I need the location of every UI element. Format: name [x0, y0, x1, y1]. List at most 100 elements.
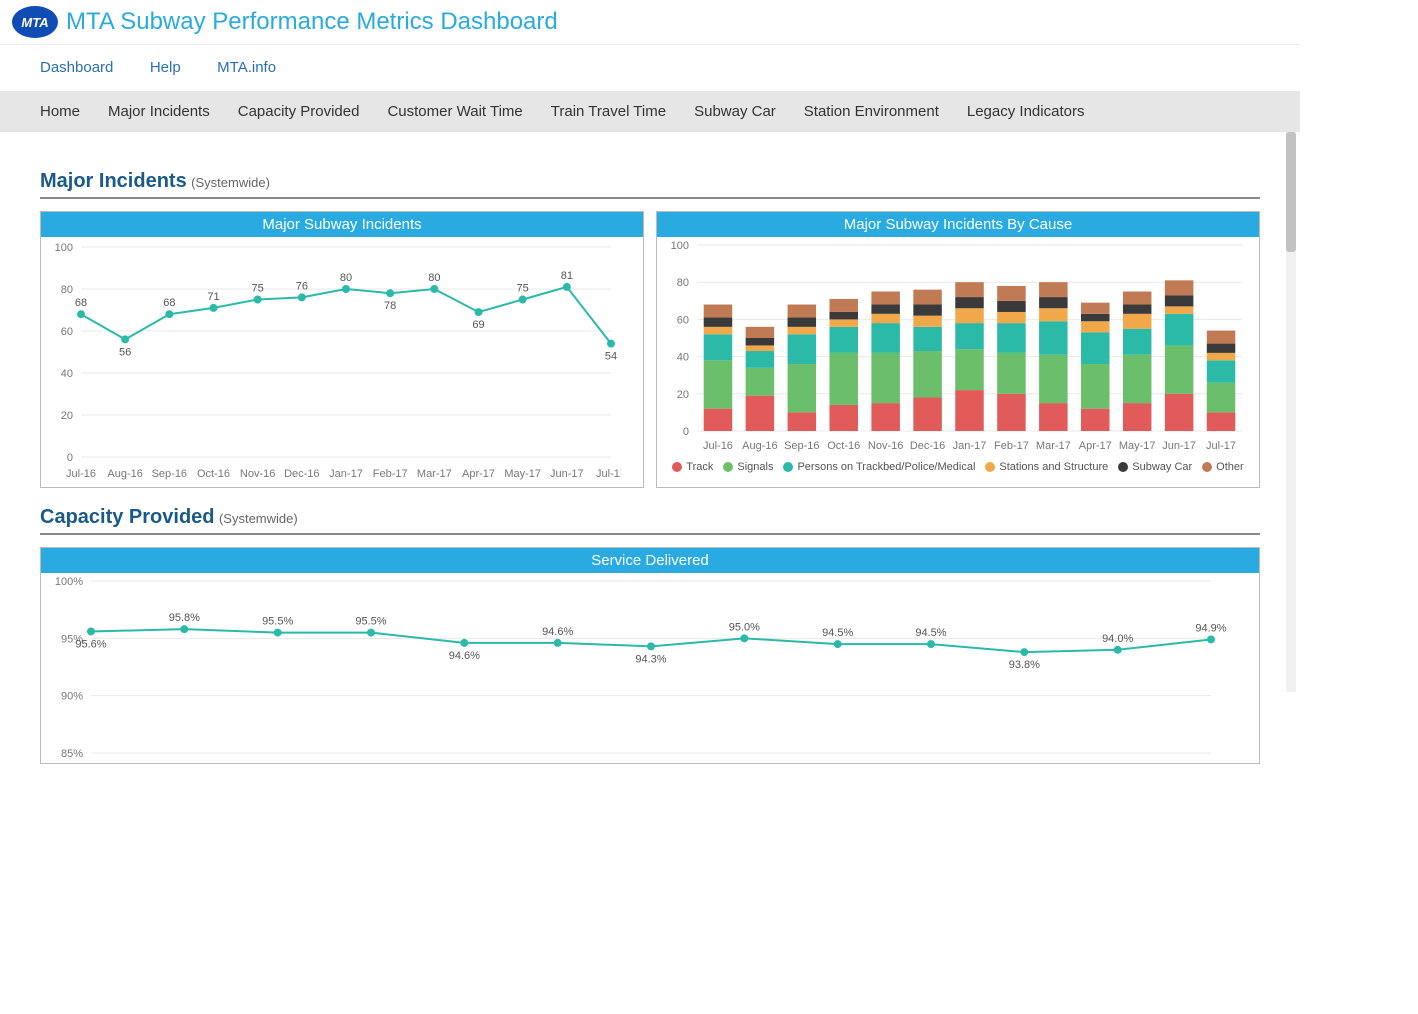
svg-text:20: 20	[61, 410, 73, 422]
svg-text:80: 80	[340, 272, 352, 284]
chart-title: Major Subway Incidents By Cause	[657, 212, 1259, 237]
legend-label: Track	[686, 461, 713, 473]
section-title-text: Major Incidents	[40, 170, 187, 192]
legend-item: Signals	[723, 461, 773, 473]
svg-text:94.5%: 94.5%	[915, 627, 946, 639]
chart-major-incidents: Major Subway Incidents 020406080100Jul-1…	[40, 211, 644, 488]
svg-text:80: 80	[61, 284, 73, 296]
legend-swatch	[1202, 462, 1212, 472]
legend-label: Stations and Structure	[999, 461, 1108, 473]
svg-text:Aug-16: Aug-16	[742, 440, 777, 452]
chart-title: Major Subway Incidents	[41, 212, 643, 237]
header: MTA MTA Subway Performance Metrics Dashb…	[0, 0, 1300, 45]
chart-title: Service Delivered	[41, 548, 1259, 573]
svg-text:95.0%: 95.0%	[729, 621, 760, 633]
section-subtitle-text: (Systemwide)	[219, 511, 298, 526]
svg-text:95.6%: 95.6%	[75, 638, 106, 650]
svg-text:68: 68	[75, 297, 87, 309]
svg-text:Feb-17: Feb-17	[373, 468, 408, 480]
svg-text:69: 69	[472, 319, 484, 331]
svg-text:Aug-16: Aug-16	[107, 468, 142, 480]
svg-text:76: 76	[296, 280, 308, 292]
svg-text:93.8%: 93.8%	[1009, 659, 1040, 671]
legend-item: Other	[1202, 461, 1244, 473]
nav-dashboard[interactable]: Dashboard	[40, 59, 113, 76]
svg-text:Sep-16: Sep-16	[784, 440, 819, 452]
svg-text:Jul-16: Jul-16	[66, 468, 96, 480]
section-capacity-title: Capacity Provided (Systemwide)	[40, 506, 1260, 535]
tab-station-env[interactable]: Station Environment	[804, 103, 939, 120]
svg-text:94.6%: 94.6%	[449, 650, 480, 662]
svg-text:56: 56	[119, 346, 131, 358]
svg-text:94.6%: 94.6%	[542, 626, 573, 638]
svg-text:0: 0	[67, 452, 73, 464]
tab-capacity[interactable]: Capacity Provided	[238, 103, 360, 120]
svg-text:Jun-17: Jun-17	[550, 468, 584, 480]
tab-bar: Home Major Incidents Capacity Provided C…	[0, 91, 1300, 132]
svg-text:May-17: May-17	[1119, 440, 1156, 452]
section-subtitle-text: (Systemwide)	[191, 175, 270, 190]
legend-item: Stations and Structure	[985, 461, 1108, 473]
svg-text:Jul-17: Jul-17	[1206, 440, 1236, 452]
svg-text:75: 75	[252, 283, 264, 295]
svg-text:94.9%: 94.9%	[1195, 622, 1226, 634]
svg-text:81: 81	[561, 270, 573, 282]
legend-item: Persons on Trackbed/Police/Medical	[783, 461, 975, 473]
svg-text:95.5%: 95.5%	[355, 616, 386, 628]
tab-travel-time[interactable]: Train Travel Time	[551, 103, 666, 120]
svg-text:75: 75	[517, 283, 529, 295]
svg-text:20: 20	[677, 389, 689, 401]
tab-major-incidents[interactable]: Major Incidents	[108, 103, 210, 120]
legend-label: Signals	[737, 461, 773, 473]
svg-text:Oct-16: Oct-16	[827, 440, 860, 452]
svg-text:Jan-17: Jan-17	[953, 440, 987, 452]
legend-label: Other	[1216, 461, 1244, 473]
tab-wait-time[interactable]: Customer Wait Time	[387, 103, 522, 120]
svg-text:94.5%: 94.5%	[822, 627, 853, 639]
svg-text:Apr-17: Apr-17	[1079, 440, 1112, 452]
svg-text:80: 80	[677, 277, 689, 289]
svg-text:95.8%: 95.8%	[169, 612, 200, 624]
legend-swatch	[672, 462, 682, 472]
svg-text:94.0%: 94.0%	[1102, 633, 1133, 645]
svg-text:Feb-17: Feb-17	[994, 440, 1029, 452]
chart-legend: Track Signals Persons on Trackbed/Police/M…	[657, 457, 1259, 479]
legend-swatch	[783, 462, 793, 472]
svg-text:Nov-16: Nov-16	[868, 440, 903, 452]
svg-text:Apr-17: Apr-17	[462, 468, 495, 480]
scrollbar-thumb[interactable]	[1286, 132, 1296, 252]
svg-text:90%: 90%	[61, 691, 83, 703]
svg-text:Jun-17: Jun-17	[1162, 440, 1196, 452]
svg-text:100: 100	[671, 240, 689, 252]
svg-text:60: 60	[61, 326, 73, 338]
nav-help[interactable]: Help	[150, 59, 181, 76]
mta-logo: MTA	[12, 6, 58, 38]
tab-home[interactable]: Home	[40, 103, 80, 120]
svg-text:Oct-16: Oct-16	[197, 468, 230, 480]
svg-text:Jul-17: Jul-17	[596, 468, 621, 480]
legend-label: Subway Car	[1132, 461, 1192, 473]
svg-text:Nov-16: Nov-16	[240, 468, 275, 480]
chart-incidents-by-cause: Major Subway Incidents By Cause 02040608…	[656, 211, 1260, 488]
svg-text:Jul-16: Jul-16	[703, 440, 733, 452]
tab-legacy[interactable]: Legacy Indicators	[967, 103, 1085, 120]
svg-text:40: 40	[677, 352, 689, 364]
tab-subway-car[interactable]: Subway Car	[694, 103, 776, 120]
svg-text:94.3%: 94.3%	[635, 653, 666, 665]
svg-text:54: 54	[605, 351, 617, 363]
top-nav: Dashboard Help MTA.info	[0, 45, 1300, 91]
chart-svg: 020406080100Jul-16Aug-16Sep-16Oct-16Nov-…	[657, 237, 1252, 457]
nav-mtainfo[interactable]: MTA.info	[217, 59, 276, 76]
svg-text:95.5%: 95.5%	[262, 616, 293, 628]
legend-item: Subway Car	[1118, 461, 1192, 473]
svg-text:60: 60	[677, 314, 689, 326]
svg-text:78: 78	[384, 300, 396, 312]
legend-item: Track	[672, 461, 713, 473]
legend-label: Persons on Trackbed/Police/Medical	[797, 461, 975, 473]
chart-svg: 020406080100Jul-16Aug-16Sep-16Oct-16Nov-…	[41, 237, 621, 487]
svg-text:Dec-16: Dec-16	[910, 440, 945, 452]
svg-text:Mar-17: Mar-17	[1036, 440, 1071, 452]
chart-svg: 85%90%95%100%95.6%95.8%95.5%95.5%94.6%94…	[41, 573, 1231, 763]
svg-text:85%: 85%	[61, 748, 83, 760]
legend-swatch	[723, 462, 733, 472]
